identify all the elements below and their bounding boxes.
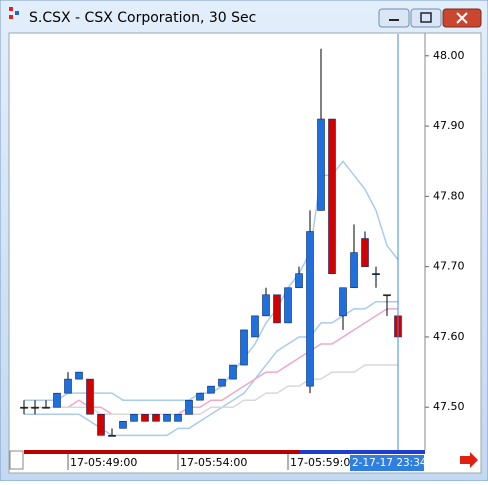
candle-body (196, 392, 204, 401)
y-tick-label: 48.00 (433, 49, 465, 62)
candle-body (163, 413, 171, 422)
candle-body (141, 413, 149, 422)
candle-body (185, 399, 193, 415)
candle-body (119, 420, 127, 429)
candle-body (328, 118, 336, 274)
window-title: S.CSX - CSX Corporation, 30 Sec (29, 10, 256, 26)
icon (420, 12, 432, 23)
y-tick-label: 47.60 (433, 330, 465, 343)
candle-body (97, 413, 105, 436)
app-icon (9, 15, 13, 19)
maximize-button[interactable] (410, 8, 442, 28)
candle-body (240, 329, 248, 366)
y-tick-label: 47.90 (433, 119, 465, 132)
icon (456, 12, 468, 24)
candle-body (130, 413, 138, 422)
candle-body (350, 252, 358, 289)
app-icon (9, 7, 13, 11)
indicator-line (24, 301, 398, 437)
candle-body (339, 287, 347, 317)
candle-body (42, 406, 50, 409)
candle-body (218, 378, 226, 387)
candle-body (20, 406, 28, 409)
minimize-button[interactable] (378, 8, 410, 28)
candle-body (306, 231, 314, 387)
time-bar (24, 450, 425, 454)
candle-body (174, 413, 182, 422)
app-icon (15, 11, 19, 15)
candle-body (229, 364, 237, 380)
candle-body (372, 273, 380, 275)
y-tick-label: 47.70 (433, 260, 465, 273)
candle-body (295, 273, 303, 289)
y-tick-label: 47.50 (433, 400, 465, 413)
cursor-label: 2-17-17 23:34:00 (352, 457, 443, 469)
scroll-arrow[interactable] (460, 452, 478, 468)
candle-body (64, 378, 72, 394)
x-tick-label: 17-05:59:00 (290, 456, 357, 469)
x-tick-label: 17-05:54:00 (180, 456, 247, 469)
candle-body (207, 385, 215, 394)
x-tick-label: 17-05:49:00 (70, 456, 137, 469)
candle-body (383, 294, 391, 297)
y-tick-label: 47.80 (433, 189, 465, 202)
candle-body (75, 371, 83, 380)
candle-body (361, 238, 369, 267)
time-bar (300, 450, 425, 454)
candle-body (284, 287, 292, 324)
candle-body (152, 413, 160, 422)
candle-body (251, 315, 259, 338)
candle-body (53, 392, 61, 408)
candle-body (86, 378, 94, 415)
cursor-label-bg (350, 455, 424, 471)
candle-body (262, 294, 270, 317)
candle-body (273, 294, 281, 324)
candle-body (317, 118, 325, 211)
candle-body (108, 435, 116, 437)
candle-body (31, 406, 39, 409)
scroll-box[interactable] (9, 450, 24, 470)
